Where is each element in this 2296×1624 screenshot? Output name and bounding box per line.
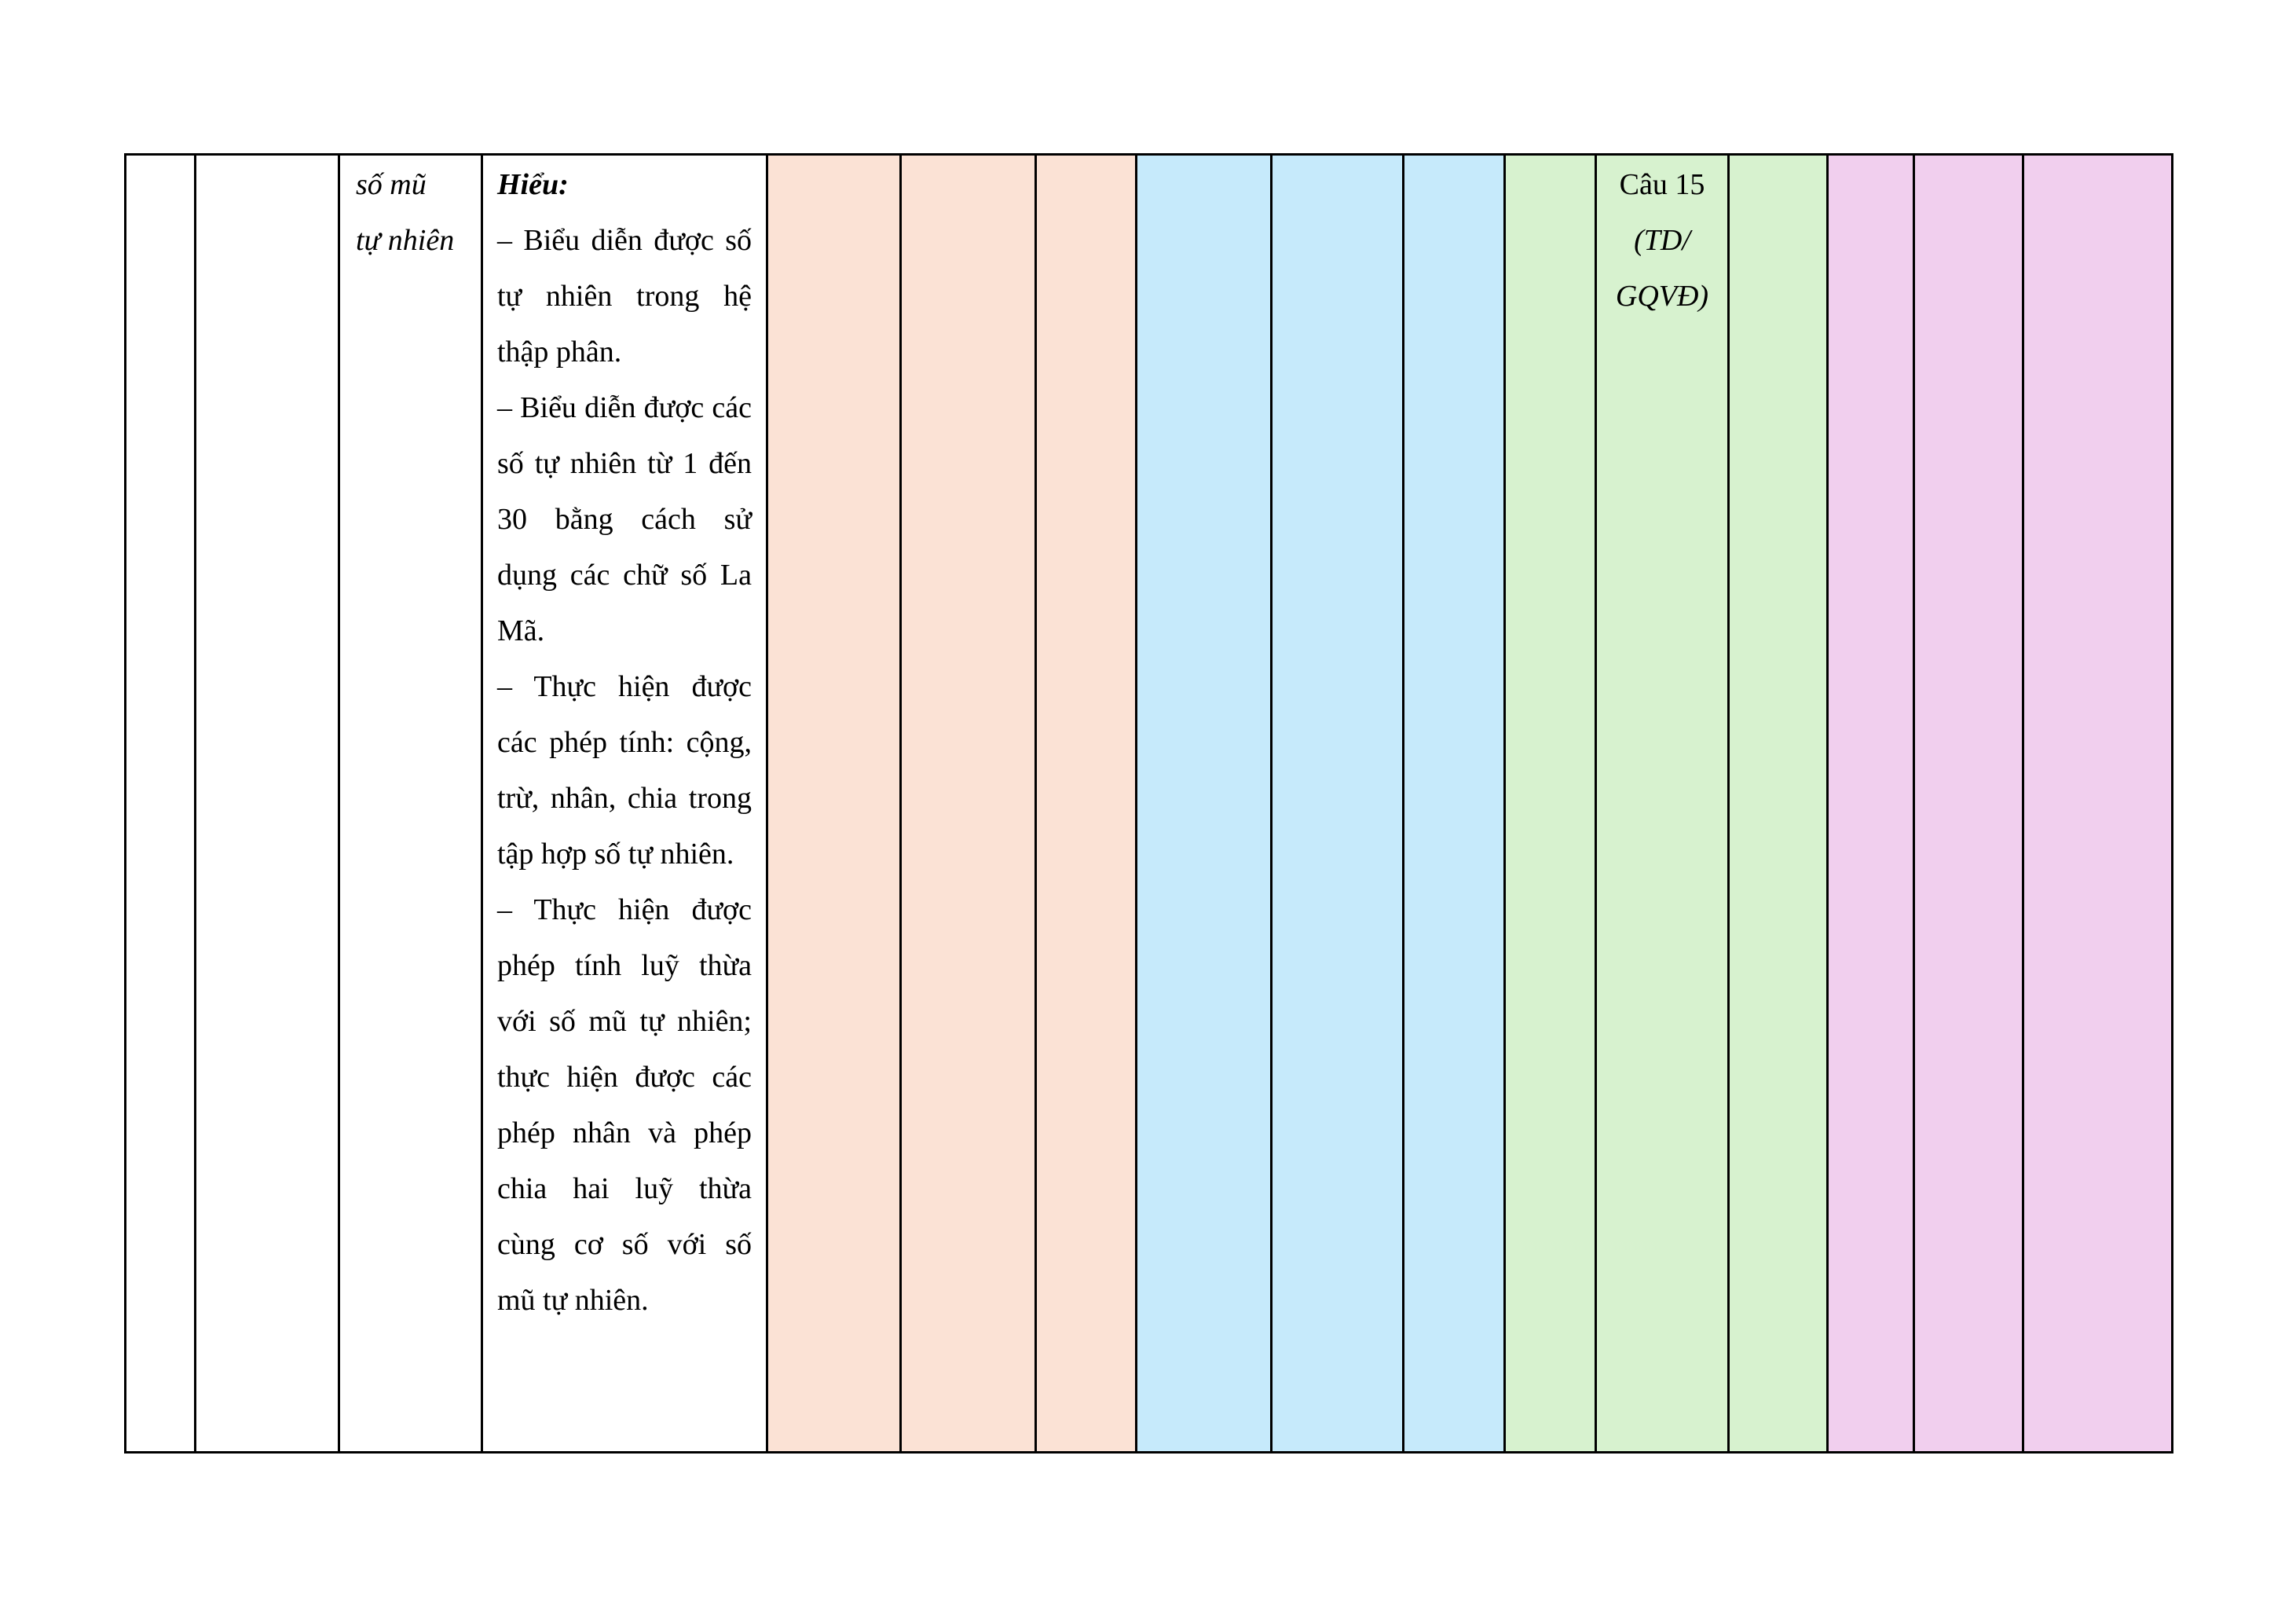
table-cell-empty-1 bbox=[126, 156, 196, 1451]
table-cell-pink-2 bbox=[1915, 156, 2024, 1451]
table-cell-pink-1 bbox=[1829, 156, 1915, 1451]
table-cell-peach-1 bbox=[768, 156, 902, 1451]
requirement-bullet-3: – Thực hiện được các phép tính: cộng, tr… bbox=[497, 670, 752, 871]
question-number: Câu 15 bbox=[1619, 168, 1705, 201]
topic-line-2: tự nhiên bbox=[356, 224, 455, 257]
table-cell-empty-2 bbox=[196, 156, 340, 1451]
requirement-bullet-1: – Biểu diễn được số tự nhiên trong hệ th… bbox=[497, 224, 752, 368]
table-cell-blue-2 bbox=[1273, 156, 1404, 1451]
topic-line-1: số mũ bbox=[356, 168, 427, 201]
question-competency-line-2: GQVĐ) bbox=[1615, 280, 1709, 313]
requirement-bullet-4: – Thực hiện được phép tính luỹ thừa với … bbox=[497, 893, 752, 1317]
question-competency-line-1: (TD/ bbox=[1634, 224, 1690, 257]
table-cell-requirements: Hiểu: – Biểu diễn được số tự nhiên trong… bbox=[483, 156, 768, 1451]
table-cell-blue-3 bbox=[1404, 156, 1506, 1451]
table-cell-green-3 bbox=[1730, 156, 1829, 1451]
requirement-bullet-2: – Biểu diễn được các số tự nhiên từ 1 đế… bbox=[497, 391, 752, 647]
exam-matrix-table: số mũ tự nhiên Hiểu: – Biểu diễn được số… bbox=[124, 153, 2173, 1454]
table-cell-peach-2 bbox=[902, 156, 1037, 1451]
requirements-heading: Hiểu: bbox=[497, 168, 569, 201]
table-cell-pink-3 bbox=[2024, 156, 2171, 1451]
table-cell-green-1 bbox=[1506, 156, 1597, 1451]
table-cell-blue-1 bbox=[1137, 156, 1273, 1451]
table-cell-peach-3 bbox=[1037, 156, 1137, 1451]
table-cell-question: Câu 15 (TD/ GQVĐ) bbox=[1597, 156, 1730, 1451]
table-cell-topic: số mũ tự nhiên bbox=[340, 156, 483, 1451]
